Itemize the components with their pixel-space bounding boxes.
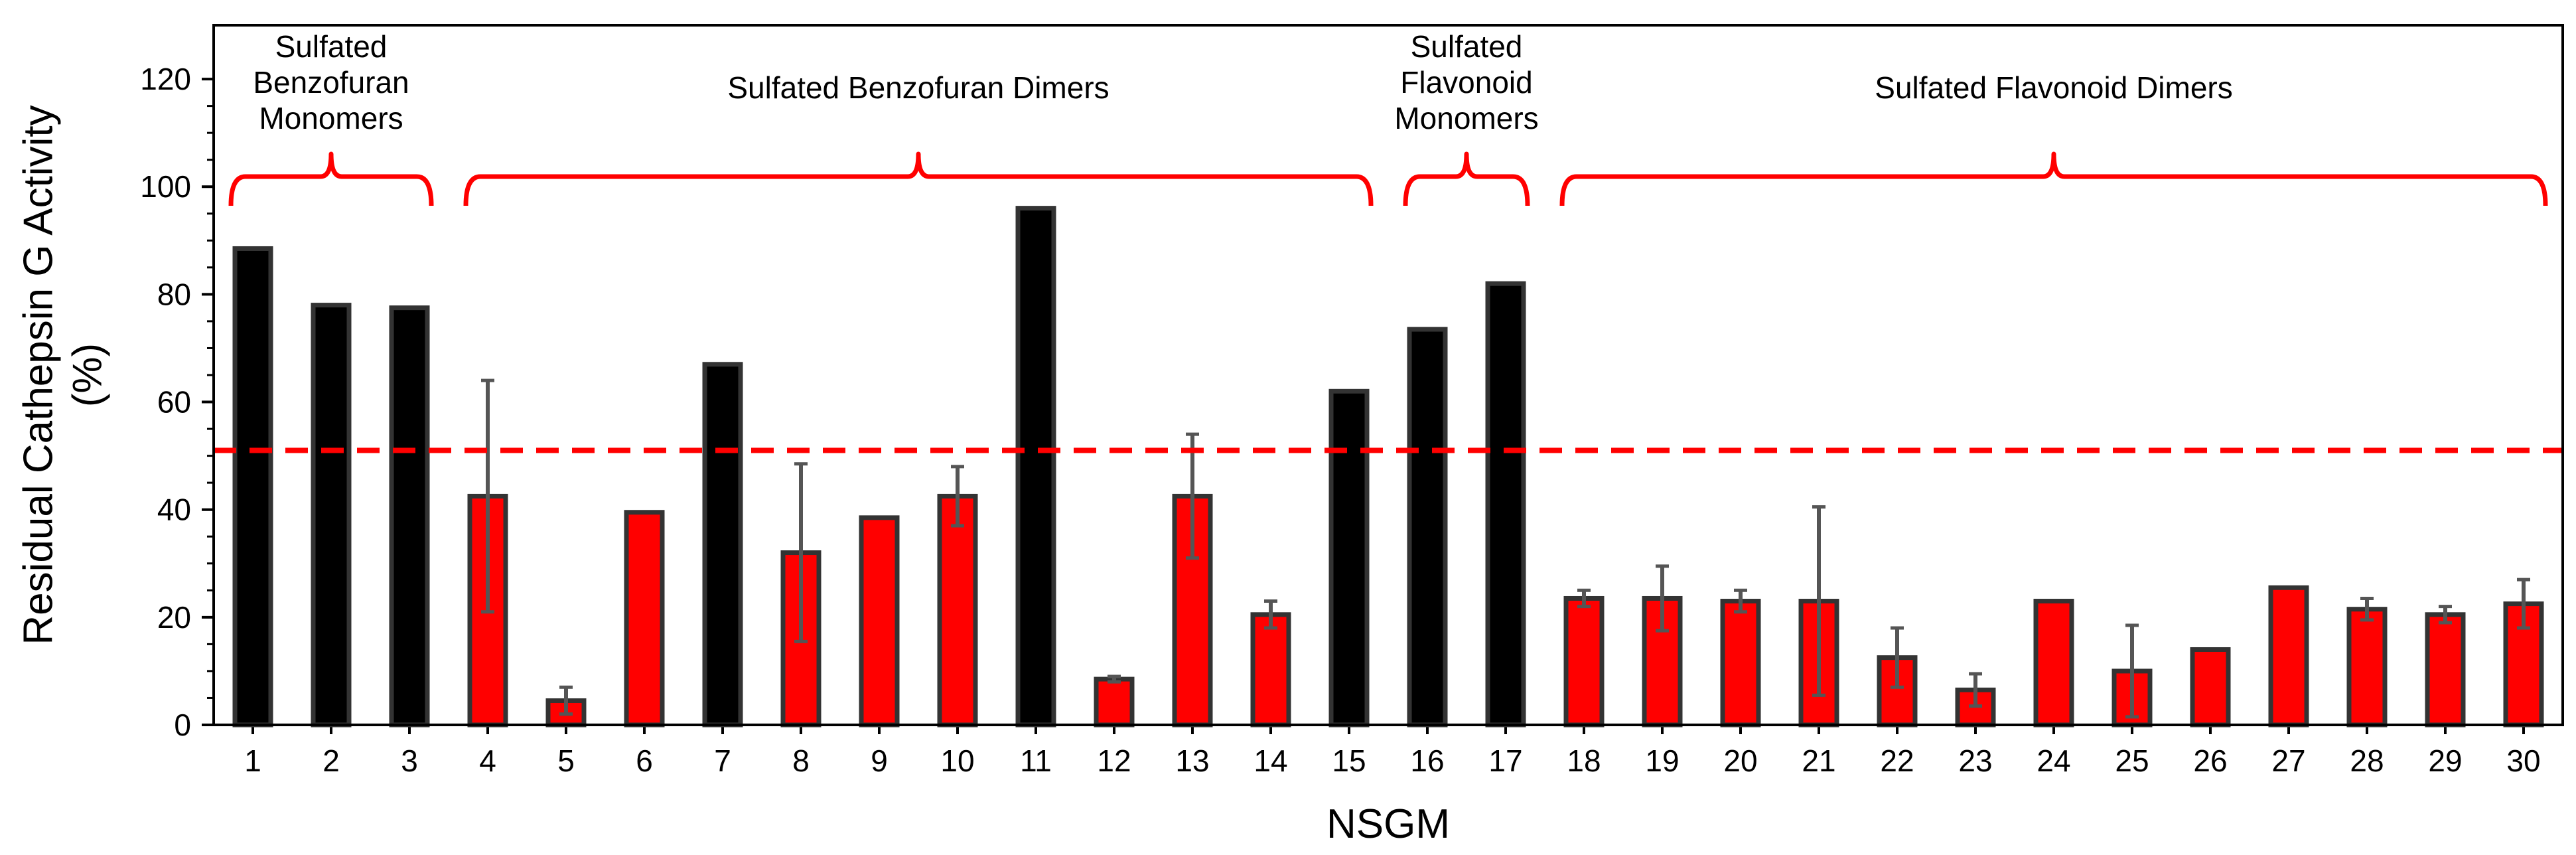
bar [1563, 595, 1605, 728]
x-tick-label: 12 [1097, 743, 1131, 778]
bar [389, 305, 430, 728]
group-label: Sulfated [1411, 29, 1523, 64]
x-tick-label: 26 [2193, 743, 2227, 778]
x-tick-label: 19 [1645, 743, 1679, 778]
group-label: Sulfated Flavonoid Dimers [1875, 70, 2232, 105]
bar [2425, 612, 2466, 728]
bar [2346, 607, 2388, 728]
x-tick-label: 14 [1253, 743, 1287, 778]
x-tick-label: 18 [1567, 743, 1601, 778]
x-tick-label: 2 [322, 743, 340, 778]
y-tick-label: 60 [157, 385, 191, 420]
bar [702, 362, 743, 728]
x-tick-label: 22 [1880, 743, 1914, 778]
x-tick-label: 21 [1802, 743, 1835, 778]
bar [1015, 206, 1056, 728]
x-tick-label: 23 [1958, 743, 1992, 778]
bar [232, 246, 273, 728]
group-label: Sulfated Benzofuran Dimers [727, 70, 1109, 105]
x-tick-label: 30 [2506, 743, 2540, 778]
y-axis: 0 20 40 60 80 100 120 [140, 62, 214, 742]
error-bars [481, 378, 2530, 719]
x-tick-label: 1 [244, 743, 261, 778]
y-tick-label: 120 [140, 62, 191, 96]
x-tick-label: 28 [2350, 743, 2384, 778]
x-tick-label: 11 [1020, 743, 1052, 778]
bar [2268, 585, 2309, 728]
x-tick-label: 29 [2428, 743, 2462, 778]
bar [1328, 388, 1370, 728]
x-tick-label: 15 [1332, 743, 1366, 778]
x-tick-label: 5 [557, 743, 575, 778]
x-tick-label: 7 [714, 743, 731, 778]
bar [311, 303, 352, 728]
group-brace [1403, 151, 1530, 206]
group-label: Monomers [1394, 101, 1538, 135]
x-tick-label: 8 [792, 743, 810, 778]
group-brace [1559, 151, 2548, 206]
x-tick-label: 10 [940, 743, 974, 778]
x-tick-label: 4 [479, 743, 496, 778]
bar [2190, 647, 2231, 728]
y-tick-label: 80 [157, 277, 191, 311]
x-axis: 1 2 3 4 5 6 7 8 9 10 11 12 13 14 15 16 17 18 19 20 21 22 23 24 2… [244, 725, 2541, 778]
x-tick-label: 6 [636, 743, 653, 778]
bars [232, 206, 2544, 728]
y-axis-title: Residual Cathepsin G Activity (%) [15, 105, 110, 645]
bar [2033, 599, 2074, 728]
bar [1720, 599, 1761, 728]
bar [859, 515, 900, 728]
group-label: Flavonoid [1400, 65, 1532, 100]
x-tick-label: 20 [1723, 743, 1757, 778]
group-label: Sulfated [275, 29, 388, 64]
bar [1094, 676, 1135, 728]
x-tick-label: 27 [2271, 743, 2305, 778]
x-tick-label: 25 [2115, 743, 2149, 778]
group-brace [463, 151, 1374, 206]
group-label: Monomers [259, 101, 403, 135]
bar [1250, 612, 1291, 728]
plot-frame [212, 24, 2564, 726]
bar [1407, 327, 1448, 728]
x-tick-label: 3 [401, 743, 418, 778]
group-brace [228, 151, 434, 206]
x-tick-label: 24 [2037, 743, 2070, 778]
group-label: Benzofuran [253, 65, 409, 100]
x-tick-label: 16 [1410, 743, 1444, 778]
y-tick-label: 0 [174, 708, 191, 742]
x-tick-label: 17 [1488, 743, 1522, 778]
x-tick-label: 9 [871, 743, 888, 778]
y-axis-title-line: (%) [64, 343, 110, 407]
y-tick-label: 40 [157, 493, 191, 527]
x-axis-title: NSGM [1326, 801, 1450, 847]
x-tick-label: 13 [1175, 743, 1209, 778]
bar [937, 493, 978, 728]
y-tick-label: 100 [140, 169, 191, 204]
y-tick-label: 20 [157, 600, 191, 635]
bar [1485, 281, 1526, 728]
bar [624, 510, 665, 728]
y-axis-title-line: Residual Cathepsin G Activity [15, 105, 61, 645]
